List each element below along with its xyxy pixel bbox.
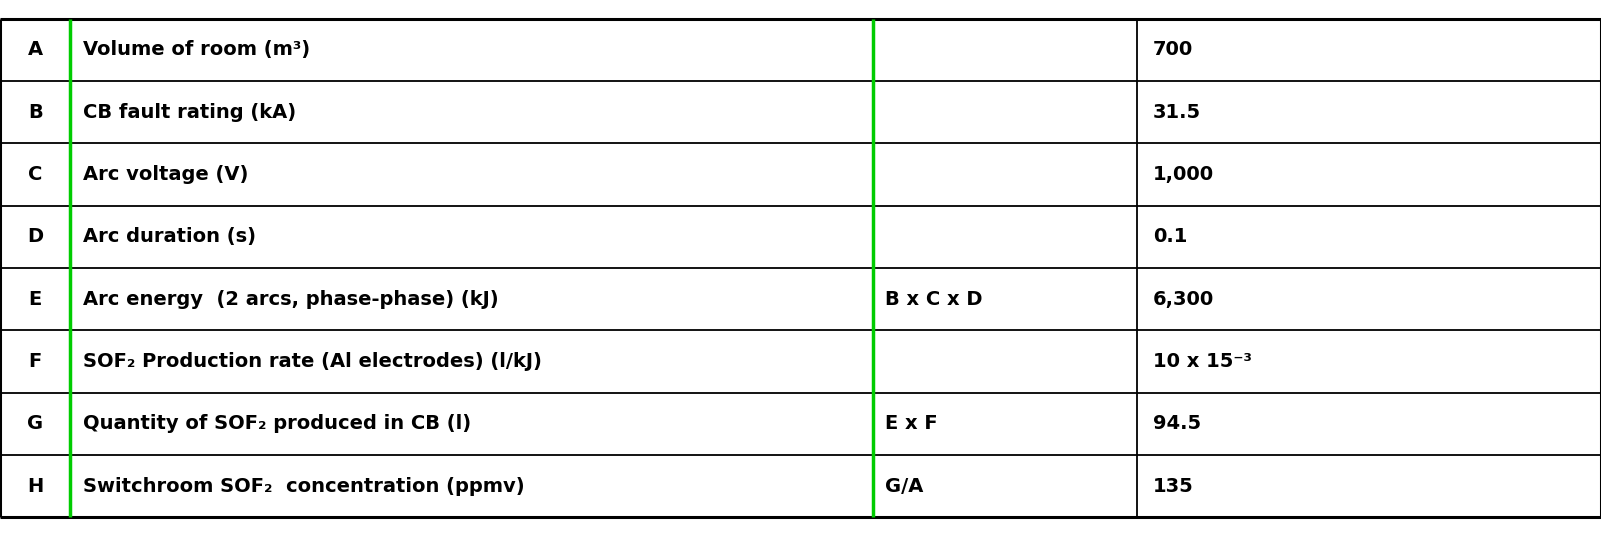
- Text: CB fault rating (kA): CB fault rating (kA): [83, 103, 296, 122]
- Text: D: D: [27, 227, 43, 247]
- Text: Switchroom SOF₂  concentration (ppmv): Switchroom SOF₂ concentration (ppmv): [83, 477, 525, 496]
- Text: 94.5: 94.5: [1153, 414, 1201, 433]
- Text: F: F: [29, 352, 42, 371]
- Text: Arc energy  (2 arcs, phase-phase) (kJ): Arc energy (2 arcs, phase-phase) (kJ): [83, 289, 500, 309]
- Text: SOF₂ Production rate (Al electrodes) (l/kJ): SOF₂ Production rate (Al electrodes) (l/…: [83, 352, 543, 371]
- Text: H: H: [27, 477, 43, 496]
- Text: G/A: G/A: [885, 477, 924, 496]
- Text: 6,300: 6,300: [1153, 289, 1214, 309]
- Text: 10 x 15⁻³: 10 x 15⁻³: [1153, 352, 1252, 371]
- Text: 31.5: 31.5: [1153, 103, 1201, 122]
- Text: 0.1: 0.1: [1153, 227, 1186, 247]
- Text: Arc duration (s): Arc duration (s): [83, 227, 256, 247]
- Text: Arc voltage (V): Arc voltage (V): [83, 165, 248, 184]
- Text: Volume of room (m³): Volume of room (m³): [83, 40, 311, 59]
- Text: 700: 700: [1153, 40, 1193, 59]
- Text: Quantity of SOF₂ produced in CB (l): Quantity of SOF₂ produced in CB (l): [83, 414, 471, 433]
- Text: A: A: [27, 40, 43, 59]
- Text: G: G: [27, 414, 43, 433]
- Text: B: B: [27, 103, 43, 122]
- Text: B x C x D: B x C x D: [885, 289, 983, 309]
- Text: 135: 135: [1153, 477, 1193, 496]
- Text: C: C: [29, 165, 42, 184]
- Text: E x F: E x F: [885, 414, 938, 433]
- Text: E: E: [29, 289, 42, 309]
- Text: 1,000: 1,000: [1153, 165, 1214, 184]
